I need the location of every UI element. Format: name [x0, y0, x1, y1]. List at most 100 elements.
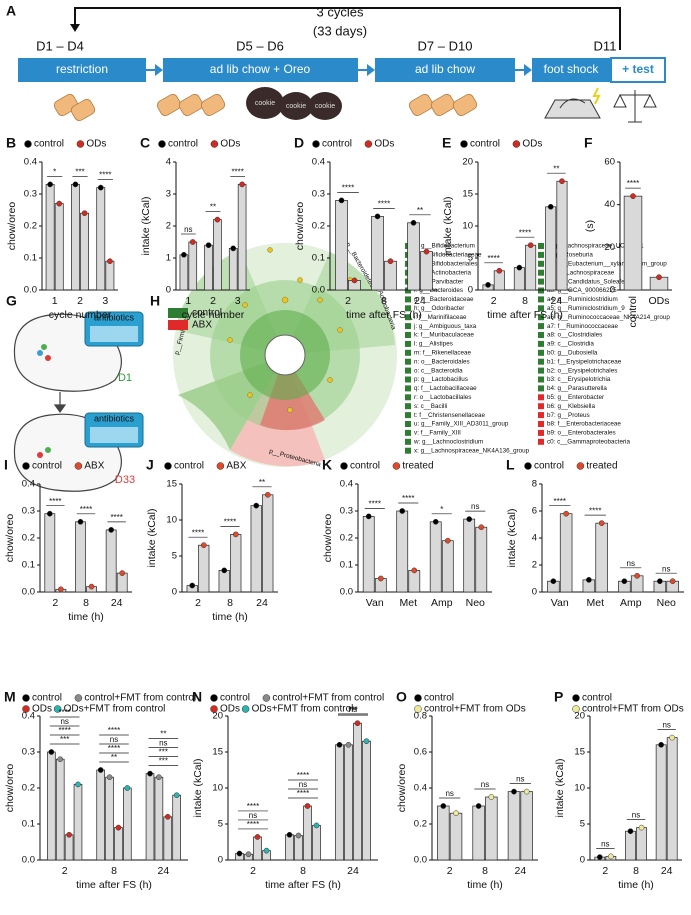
mean-dot	[466, 516, 473, 522]
bar	[371, 216, 384, 291]
x-tick-label: Met	[586, 597, 604, 609]
x-tick-label: 24	[414, 295, 426, 307]
taxa-text: b: f__Bifidobacteriaceae	[414, 252, 482, 259]
bar	[96, 769, 105, 861]
y-tick-label: 0.0	[312, 285, 325, 296]
bar	[45, 184, 55, 291]
mean-dot	[189, 239, 196, 245]
mean-dot	[46, 510, 53, 517]
bar	[556, 180, 568, 291]
mean-dot	[77, 518, 84, 525]
bar	[625, 830, 636, 861]
taxa-text: a2: g__Candidatus_Soleaferrea	[547, 278, 636, 285]
sig-label: ****	[247, 820, 259, 829]
bar	[73, 784, 83, 861]
legend-text: ODs+FMT from control	[252, 704, 354, 715]
x-axis-label: cycle number	[182, 309, 245, 321]
mean-dot	[377, 575, 384, 582]
taxa-text: k: f__Muribaculaceae	[414, 332, 474, 339]
mean-dot	[365, 513, 372, 520]
taxa-text: s: c__Bacilli	[414, 403, 447, 410]
y-tick-label: 0.1	[312, 253, 325, 264]
mean-dot	[239, 181, 245, 188]
bar	[437, 805, 450, 861]
legend-text: control	[34, 139, 64, 150]
taxa-text: i: f__Marinifilaceae	[414, 314, 467, 321]
mean-dot	[596, 854, 603, 860]
x-tick-label: Van	[551, 597, 569, 609]
panel-label: F	[584, 135, 593, 151]
mean-dot	[124, 785, 131, 791]
bar	[344, 744, 353, 861]
day-text: D1	[118, 372, 132, 384]
mean-dot	[527, 242, 534, 249]
taxa-swatch	[405, 340, 411, 347]
y-tick-label: 0.4	[24, 157, 37, 168]
mean-dot	[75, 781, 81, 788]
sig-label: ns	[601, 840, 609, 849]
y-tick-label: 0.2	[312, 221, 325, 232]
x-tick-label: Amp	[620, 597, 642, 609]
taxa-swatch	[538, 340, 544, 347]
antibiotics-text: antibiotics	[94, 312, 135, 322]
taxa-text: b7: g__Proteus	[547, 412, 590, 419]
sig-label: ****	[378, 200, 390, 209]
x-tick-label: 8	[522, 295, 528, 307]
taxa-text: y: g__Lachnospiraceae_UCG_001	[547, 243, 644, 250]
x-tick-label: ODs	[649, 295, 670, 307]
x-tick-label: 8	[227, 597, 233, 609]
sig-label: ****	[554, 497, 566, 506]
legend-text: control	[470, 139, 500, 150]
mean-dot	[221, 567, 228, 574]
sig-label: ***	[159, 748, 168, 757]
bar	[75, 521, 86, 593]
x-tick-label: 24	[157, 865, 169, 877]
mean-dot	[363, 738, 370, 745]
bar	[420, 251, 433, 291]
y-tick-label: 0.4	[340, 479, 353, 490]
day-label: D5 – D6	[236, 38, 284, 53]
y-axis-label: intake (kCal)	[554, 759, 566, 818]
mean-dot	[387, 258, 394, 265]
bar	[559, 513, 573, 593]
bar	[145, 773, 155, 861]
x-tick-label: 1	[185, 295, 191, 307]
taxa-text: a4: g__Ruminiclostridium	[547, 296, 618, 303]
bar	[198, 544, 210, 593]
y-tick-label: 15	[574, 747, 585, 758]
y-tick-label: 60	[604, 157, 615, 168]
sig-label: ****	[247, 802, 259, 811]
y-axis-label: chow/oreo	[294, 202, 306, 251]
bar	[312, 825, 321, 861]
mean-dot	[97, 767, 104, 773]
y-tick-label: 0.0	[22, 855, 35, 866]
taxa-swatch	[405, 429, 411, 436]
y-tick-label: 0.2	[340, 533, 353, 544]
bar	[485, 796, 498, 861]
taxa-swatch	[405, 367, 411, 374]
y-axis-label: chow/oreo	[396, 764, 408, 813]
bar	[472, 805, 485, 861]
y-tick-label: 5	[580, 819, 585, 830]
bar	[525, 244, 537, 291]
legend-text: ABX	[84, 461, 104, 472]
legend-dot	[572, 694, 580, 702]
bar	[262, 494, 274, 593]
x-tick-label: Van	[366, 597, 384, 609]
y-axis-label: chow/oreo	[322, 514, 334, 563]
legend-text: control+FMT from ODs	[582, 704, 684, 715]
sig-label: ns	[299, 780, 307, 789]
panel-label: O	[396, 689, 407, 705]
taxa-text: a9: c__Clostridia	[547, 341, 594, 348]
taxa-swatch	[405, 323, 411, 330]
taxa-text: b1: f__Erysipelotrichaceae	[547, 358, 622, 365]
y-tick-label: 0.4	[312, 157, 325, 168]
y-tick-label: 8	[532, 479, 537, 490]
y-tick-label: 1	[166, 253, 171, 264]
x-tick-label: 2	[447, 865, 453, 877]
y-tick-label: 0.0	[340, 587, 353, 598]
oreo-text: cookie	[315, 103, 335, 110]
bar	[449, 812, 463, 861]
bar	[71, 184, 80, 291]
sig-label: ****	[192, 528, 204, 537]
